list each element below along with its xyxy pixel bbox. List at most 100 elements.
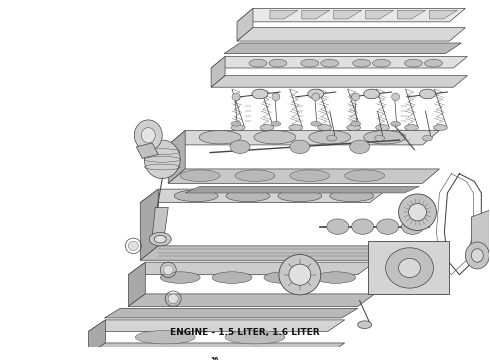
Ellipse shape [347,125,361,130]
Polygon shape [334,10,362,19]
Ellipse shape [180,170,220,181]
Ellipse shape [168,294,178,303]
Polygon shape [128,262,375,275]
Ellipse shape [398,258,420,278]
Text: ENGINE - 1.5 LITER, 1.6 LITER: ENGINE - 1.5 LITER, 1.6 LITER [170,328,320,337]
Ellipse shape [279,255,321,295]
Polygon shape [168,130,185,183]
Ellipse shape [160,272,200,283]
Ellipse shape [392,93,399,101]
Polygon shape [140,189,158,260]
Ellipse shape [252,89,268,99]
Polygon shape [140,189,388,203]
Polygon shape [224,43,462,54]
Polygon shape [128,262,145,306]
Ellipse shape [321,59,339,67]
Ellipse shape [289,264,311,285]
Ellipse shape [309,130,351,144]
Ellipse shape [232,93,240,101]
Ellipse shape [289,125,303,130]
Ellipse shape [278,190,322,202]
Ellipse shape [231,121,241,126]
Ellipse shape [372,59,391,67]
Ellipse shape [141,127,155,143]
Ellipse shape [327,135,337,141]
Ellipse shape [375,135,385,141]
Ellipse shape [434,125,447,130]
Ellipse shape [327,219,349,234]
Polygon shape [152,207,168,236]
Ellipse shape [311,121,321,126]
Polygon shape [397,10,425,19]
Ellipse shape [316,272,356,283]
Ellipse shape [264,272,304,283]
Ellipse shape [350,140,369,154]
Ellipse shape [144,140,180,179]
Polygon shape [89,320,105,355]
Ellipse shape [199,130,241,144]
Ellipse shape [318,125,332,130]
Ellipse shape [231,125,245,130]
Ellipse shape [353,59,370,67]
Ellipse shape [352,219,374,234]
Polygon shape [302,10,330,19]
Ellipse shape [301,59,319,67]
Polygon shape [89,320,345,332]
Ellipse shape [330,190,374,202]
Ellipse shape [466,242,490,269]
Ellipse shape [135,330,195,344]
Ellipse shape [260,125,274,130]
Ellipse shape [364,130,406,144]
Ellipse shape [351,121,361,126]
Ellipse shape [163,265,173,275]
Ellipse shape [290,140,310,154]
Ellipse shape [272,93,280,101]
Polygon shape [211,57,225,87]
Polygon shape [89,343,345,355]
Polygon shape [237,28,466,41]
Polygon shape [168,169,440,183]
Ellipse shape [409,203,426,221]
Ellipse shape [271,121,281,126]
Ellipse shape [230,140,250,154]
Polygon shape [429,10,457,19]
Ellipse shape [226,190,270,202]
Ellipse shape [386,248,434,288]
Polygon shape [211,76,467,87]
Ellipse shape [377,219,398,234]
Ellipse shape [312,93,320,101]
Ellipse shape [352,93,360,101]
Ellipse shape [212,272,252,283]
Ellipse shape [225,330,285,344]
Polygon shape [104,308,358,318]
Ellipse shape [401,219,423,234]
Polygon shape [237,8,253,41]
Ellipse shape [149,233,171,246]
Ellipse shape [174,190,218,202]
Ellipse shape [419,89,436,99]
Polygon shape [368,241,449,294]
Ellipse shape [424,59,442,67]
Ellipse shape [398,194,437,230]
Polygon shape [140,246,388,260]
Polygon shape [270,10,298,19]
Polygon shape [471,210,490,258]
Ellipse shape [235,170,275,181]
Polygon shape [211,57,467,68]
Ellipse shape [405,59,422,67]
Ellipse shape [364,89,380,99]
Polygon shape [366,10,393,19]
Ellipse shape [345,170,385,181]
Polygon shape [185,186,419,193]
Polygon shape [128,294,375,306]
Ellipse shape [128,241,138,251]
Ellipse shape [471,249,483,262]
Ellipse shape [249,59,267,67]
Ellipse shape [422,135,433,141]
Ellipse shape [290,170,330,181]
Ellipse shape [308,89,324,99]
Ellipse shape [254,130,296,144]
Ellipse shape [391,121,400,126]
Ellipse shape [376,125,390,130]
Ellipse shape [134,120,162,151]
